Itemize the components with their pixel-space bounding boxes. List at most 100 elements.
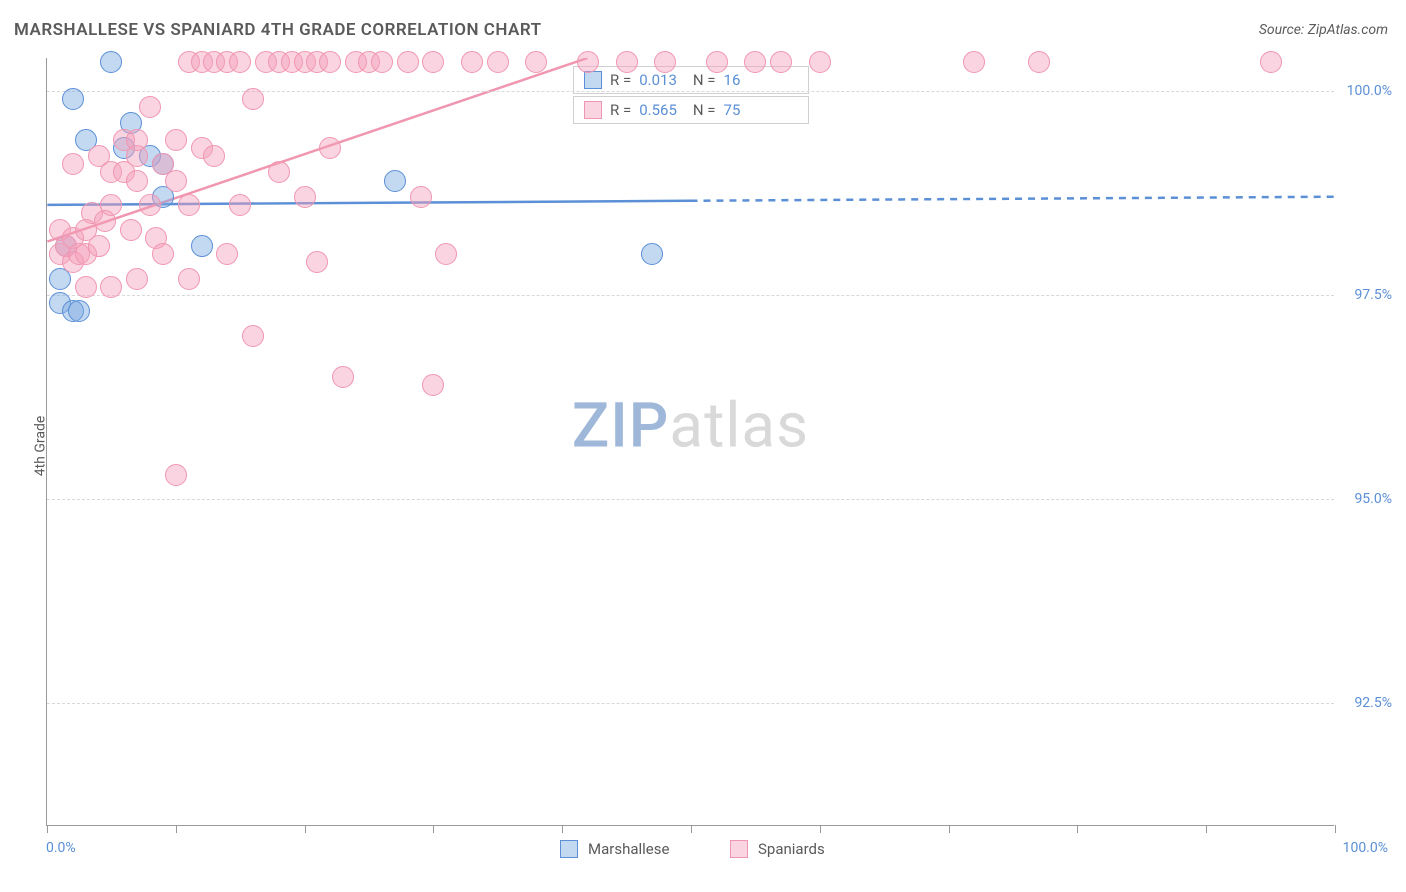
data-point (487, 51, 509, 73)
data-point (654, 51, 676, 73)
x-tick (433, 825, 434, 833)
data-point (384, 170, 406, 192)
bottom-swatch-blue (560, 840, 578, 858)
data-point (191, 235, 213, 257)
watermark-zip: ZIP (572, 390, 670, 463)
plot-area: ZIPatlas R = 0.013 N = 16 R = 0.565 N = … (46, 58, 1334, 826)
data-point (100, 51, 122, 73)
data-point (525, 51, 547, 73)
bottom-legend-pink: Spaniards (730, 840, 825, 858)
data-point (229, 194, 251, 216)
data-point (706, 51, 728, 73)
y-tick-label: 92.5% (1354, 695, 1392, 711)
watermark-atlas: atlas (669, 390, 809, 463)
data-point (422, 51, 444, 73)
bottom-legend-blue: Marshallese (560, 840, 669, 858)
legend-n-label: N = (693, 71, 716, 89)
data-point (100, 194, 122, 216)
x-tick (176, 825, 177, 833)
x-tick (949, 825, 950, 833)
data-point (641, 243, 663, 265)
y-tick-label: 95.0% (1354, 491, 1392, 507)
data-point (139, 96, 161, 118)
x-tick (1077, 825, 1078, 833)
data-point (203, 145, 225, 167)
legend-r-value-blue: 0.013 (639, 71, 677, 89)
data-point (332, 366, 354, 388)
legend-r-value-pink: 0.565 (639, 101, 677, 119)
data-point (165, 129, 187, 151)
data-point (744, 51, 766, 73)
data-point (294, 186, 316, 208)
y-tick-label: 100.0% (1347, 83, 1392, 99)
data-point (75, 276, 97, 298)
x-tick (820, 825, 821, 833)
data-point (62, 88, 84, 110)
data-point (126, 170, 148, 192)
data-point (809, 51, 831, 73)
gridline (47, 703, 1334, 704)
x-min-label: 0.0% (46, 840, 76, 856)
data-point (126, 129, 148, 151)
data-point (152, 243, 174, 265)
watermark: ZIPatlas (572, 390, 809, 463)
data-point (268, 161, 290, 183)
x-tick (691, 825, 692, 833)
data-point (1028, 51, 1050, 73)
data-point (963, 51, 985, 73)
data-point (229, 51, 251, 73)
data-point (126, 268, 148, 290)
data-point (120, 219, 142, 241)
chart-title: MARSHALLESE VS SPANIARD 4TH GRADE CORREL… (14, 20, 542, 40)
data-point (178, 194, 200, 216)
legend-swatch-blue (584, 71, 602, 89)
legend-n-value-blue: 16 (724, 71, 741, 89)
legend-row-pink: R = 0.565 N = 75 (573, 96, 809, 124)
data-point (397, 51, 419, 73)
data-point (319, 137, 341, 159)
gridline (47, 295, 1334, 296)
x-tick (1335, 825, 1336, 833)
gridline (47, 91, 1334, 92)
data-point (577, 51, 599, 73)
legend-n-label: N = (693, 101, 716, 119)
legend-n-value-pink: 75 (724, 101, 741, 119)
data-point (242, 88, 264, 110)
data-point (306, 251, 328, 273)
x-tick (47, 825, 48, 833)
y-tick-label: 97.5% (1354, 287, 1392, 303)
data-point (1260, 51, 1282, 73)
data-point (88, 235, 110, 257)
bottom-label-blue: Marshallese (588, 840, 669, 858)
source-credit: Source: ZipAtlas.com (1259, 22, 1388, 38)
data-point (422, 374, 444, 396)
legend-swatch-pink (584, 101, 602, 119)
data-point (616, 51, 638, 73)
data-point (216, 243, 238, 265)
data-point (461, 51, 483, 73)
bottom-swatch-pink (730, 840, 748, 858)
legend-r-label: R = (610, 101, 631, 119)
gridline (47, 499, 1334, 500)
data-point (100, 276, 122, 298)
data-point (435, 243, 457, 265)
bottom-label-pink: Spaniards (758, 840, 825, 858)
x-tick (562, 825, 563, 833)
x-max-label: 100.0% (1343, 840, 1388, 856)
data-point (165, 170, 187, 192)
data-point (68, 300, 90, 322)
data-point (165, 464, 187, 486)
data-point (371, 51, 393, 73)
legend-r-label: R = (610, 71, 631, 89)
data-point (770, 51, 792, 73)
data-point (242, 325, 264, 347)
data-point (178, 268, 200, 290)
data-point (62, 153, 84, 175)
data-point (139, 194, 161, 216)
data-point (319, 51, 341, 73)
x-tick (1206, 825, 1207, 833)
trend-lines-svg (47, 58, 1334, 825)
data-point (410, 186, 432, 208)
x-tick (305, 825, 306, 833)
chart-container: MARSHALLESE VS SPANIARD 4TH GRADE CORREL… (0, 0, 1406, 892)
